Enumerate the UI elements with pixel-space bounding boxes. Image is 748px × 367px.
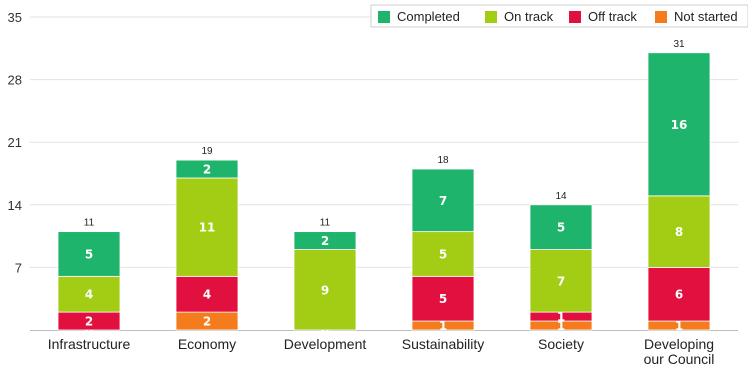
segment-label-infrastructure-on-track: 4 <box>85 288 93 302</box>
segment-label-society-on-track: 7 <box>557 274 565 288</box>
total-label-developing-our-council: 31 <box>673 39 685 50</box>
segment-label-developing-our-council-completed: 16 <box>671 118 688 132</box>
total-label-society: 14 <box>555 191 567 202</box>
x-tick-label-economy: Economy <box>178 336 236 352</box>
bar-economy-on-track <box>175 177 239 277</box>
legend-label-off-track: Off track <box>588 9 637 24</box>
segment-label-infrastructure-completed: 5 <box>85 247 93 261</box>
segment-label-infrastructure-not-started: 0 <box>85 324 93 338</box>
bar-developing-our-council-on-track <box>647 195 711 268</box>
segment-label-developing-our-council-not-started: 1 <box>675 319 683 333</box>
legend-box <box>370 4 748 28</box>
segment-label-society-off-track: 1 <box>557 310 565 324</box>
legend: Completed On track Off track Not started <box>370 4 748 28</box>
bar-sustainability-off-track <box>411 275 475 322</box>
y-tick-label-21: 21 <box>8 135 22 150</box>
bar-developing-our-council-off-track <box>647 266 711 322</box>
segment-label-development-off-track: 0 <box>321 324 329 338</box>
segment-label-sustainability-completed: 7 <box>439 194 447 208</box>
segment-label-developing-our-council-off-track: 6 <box>675 288 683 302</box>
total-labels: 11 19 11 18 14 31 <box>84 39 685 229</box>
legend-swatch-completed <box>378 11 390 23</box>
segment-label-economy-on-track: 11 <box>199 221 216 235</box>
total-label-development: 11 <box>320 218 331 229</box>
legend-label-completed: Completed <box>397 9 460 24</box>
bar-society-on-track <box>529 249 593 313</box>
y-axis-ticks: 7 14 21 28 35 <box>8 10 22 275</box>
y-tick-label-7: 7 <box>15 260 22 275</box>
segment-label-developing-our-council-on-track: 8 <box>675 225 683 239</box>
bar-sustainability-completed <box>411 168 475 233</box>
bar-economy-completed <box>175 159 239 179</box>
x-tick-label-society: Society <box>538 336 584 352</box>
segment-label-economy-completed: 2 <box>203 163 211 177</box>
segment-label-society-completed: 5 <box>557 221 565 235</box>
bar-infrastructure-completed <box>57 231 121 277</box>
segment-label-economy-off-track: 4 <box>203 288 211 302</box>
bar-economy-off-track <box>175 275 239 313</box>
legend-swatch-on-track <box>485 11 497 23</box>
legend-swatch-not-started <box>655 11 667 23</box>
grid-lines <box>30 16 738 331</box>
x-tick-label-development: Development <box>284 336 367 352</box>
legend-swatch-off-track <box>569 11 581 23</box>
total-label-infrastructure: 11 <box>84 218 95 229</box>
x-tick-label-sustainability: Sustainability <box>402 336 485 352</box>
bar-development-completed <box>293 231 357 250</box>
y-tick-label-28: 28 <box>8 73 22 88</box>
segment-label-development-on-track: 9 <box>321 283 329 297</box>
segment-label-economy-not-started: 2 <box>203 315 211 329</box>
x-axis-labels: Infrastructure Economy Development Sustaina… <box>48 336 715 367</box>
bar-development-on-track <box>293 249 357 331</box>
y-tick-label-14: 14 <box>8 198 22 213</box>
legend-label-not-started: Not started <box>674 9 738 24</box>
segment-label-development-completed: 2 <box>321 234 329 248</box>
segment-label-sustainability-off-track: 5 <box>439 292 447 306</box>
segment-label-infrastructure-off-track: 2 <box>85 315 93 329</box>
x-tick-label-infrastructure: Infrastructure <box>48 336 131 352</box>
segment-label-sustainability-on-track: 5 <box>439 247 447 261</box>
total-label-sustainability: 18 <box>437 155 449 166</box>
y-tick-label-35: 35 <box>8 10 22 25</box>
total-label-economy: 19 <box>201 146 213 157</box>
x-tick-label-developing-our-council: Developing our Council <box>644 336 715 367</box>
legend-label-on-track: On track <box>504 9 554 24</box>
bar-developing-our-council-completed <box>647 52 711 197</box>
segment-label-sustainability-not-started: 1 <box>439 319 447 333</box>
bar-society-completed <box>529 204 593 250</box>
segment-label-society-not-started: 1 <box>557 319 565 333</box>
bar-infrastructure-on-track <box>57 275 121 313</box>
